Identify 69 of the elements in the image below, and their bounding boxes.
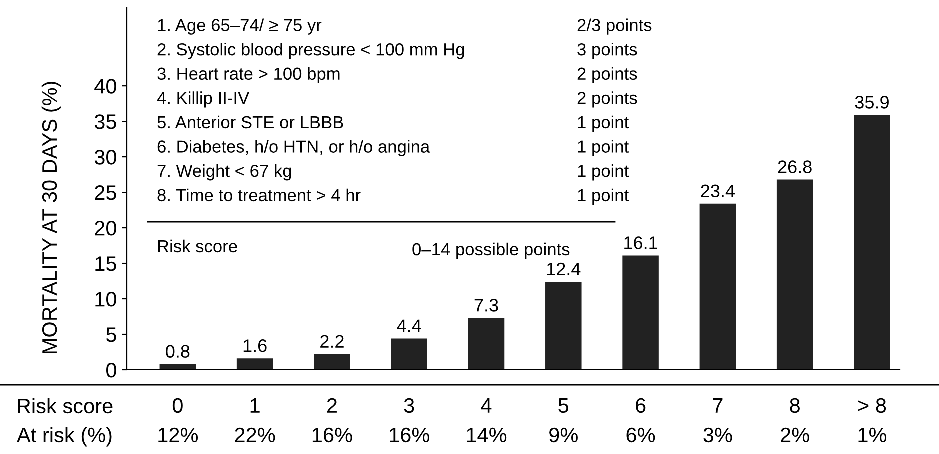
data-label: 2.2	[320, 335, 344, 348]
text: 22%	[235, 428, 276, 443]
annotation: 1 point	[578, 116, 629, 132]
bar	[622, 256, 659, 370]
x-tick-label: 5	[558, 398, 569, 414]
annotation: 2 points	[578, 67, 638, 84]
annotation: 4. Killip II-IV	[157, 92, 250, 108]
x-tick-label: 3	[404, 398, 414, 414]
data-label: 35.9	[855, 96, 889, 109]
y-tick-label: 30	[94, 150, 116, 165]
text: 1%	[858, 428, 887, 443]
text: 2%	[781, 428, 810, 443]
text: 3%	[704, 428, 732, 443]
x-tick-label: 7	[713, 398, 723, 413]
y-tick-label: 15	[96, 256, 116, 272]
annotation: Risk score	[158, 240, 238, 253]
bar	[468, 318, 505, 370]
y-tick-label: 40	[94, 79, 116, 94]
y-tick-label: 20	[95, 221, 116, 236]
x-axis-title: Risk score	[18, 398, 113, 414]
y-tick-label: 25	[95, 186, 116, 200]
annotation: 1 point	[578, 140, 629, 156]
text: 14%	[467, 428, 507, 443]
data-label: 26.8	[778, 160, 812, 174]
annotation: 0–14 possible points	[412, 242, 570, 260]
data-label: 16.1	[624, 236, 658, 250]
bar	[776, 180, 814, 370]
x-tick-label: 0	[172, 398, 183, 414]
annotation: 2 points	[578, 92, 638, 108]
x-tick-label: 8	[790, 398, 800, 414]
text: At risk (%)	[17, 427, 112, 447]
text: 9%	[550, 428, 578, 443]
annotation: 5. Anterior STE or LBBB	[158, 116, 344, 129]
y-tick-label: 35	[94, 114, 116, 130]
text: 16%	[312, 428, 352, 443]
annotation: 3. Heart rate > 100 bpm	[158, 67, 340, 84]
annotation: 2/3 points	[578, 18, 652, 35]
x-tick-label: 6	[636, 398, 646, 414]
text: 12%	[158, 428, 198, 443]
x-tick-label: 2	[327, 398, 337, 413]
text: 6%	[626, 428, 656, 443]
x-tick-label: > 8	[858, 398, 886, 414]
data-label: 4.4	[397, 320, 422, 332]
bar	[700, 204, 736, 370]
annotation: 8. Time to treatment > 4 hr	[158, 188, 361, 202]
data-label: 1.6	[244, 340, 267, 352]
annotation: 1. Age 65–74/ ≥ 75 yr	[158, 18, 322, 35]
annotation: 2. Systolic blood pressure < 100 mm Hg	[158, 43, 464, 60]
x-tick-label: 4	[481, 398, 492, 413]
annotation: 1 point	[578, 164, 629, 181]
y-tick-label: 10	[96, 292, 116, 307]
y-axis-title: MORTALITY AT 30 DAYS (%)	[42, 82, 62, 354]
data-label: 12.4	[547, 262, 581, 276]
bar	[854, 115, 890, 370]
x-tick-label: 1	[250, 398, 260, 413]
data-label: 0.8	[166, 345, 190, 358]
annotation: 7. Weight < 67 kg	[158, 164, 292, 181]
bar	[391, 338, 428, 370]
annotation: 1 point	[578, 188, 629, 205]
y-tick-label: 0	[106, 363, 116, 378]
annotation: 6. Diabetes, h/o HTN, or h/o angina	[158, 140, 430, 156]
bar	[236, 358, 274, 370]
bar	[314, 354, 350, 370]
data-label: 7.3	[474, 299, 498, 312]
annotation: 3 points	[578, 43, 638, 60]
text: 16%	[390, 428, 430, 443]
bar	[546, 282, 582, 370]
y-tick-label: 5	[106, 328, 116, 342]
data-label: 23.4	[701, 184, 735, 198]
